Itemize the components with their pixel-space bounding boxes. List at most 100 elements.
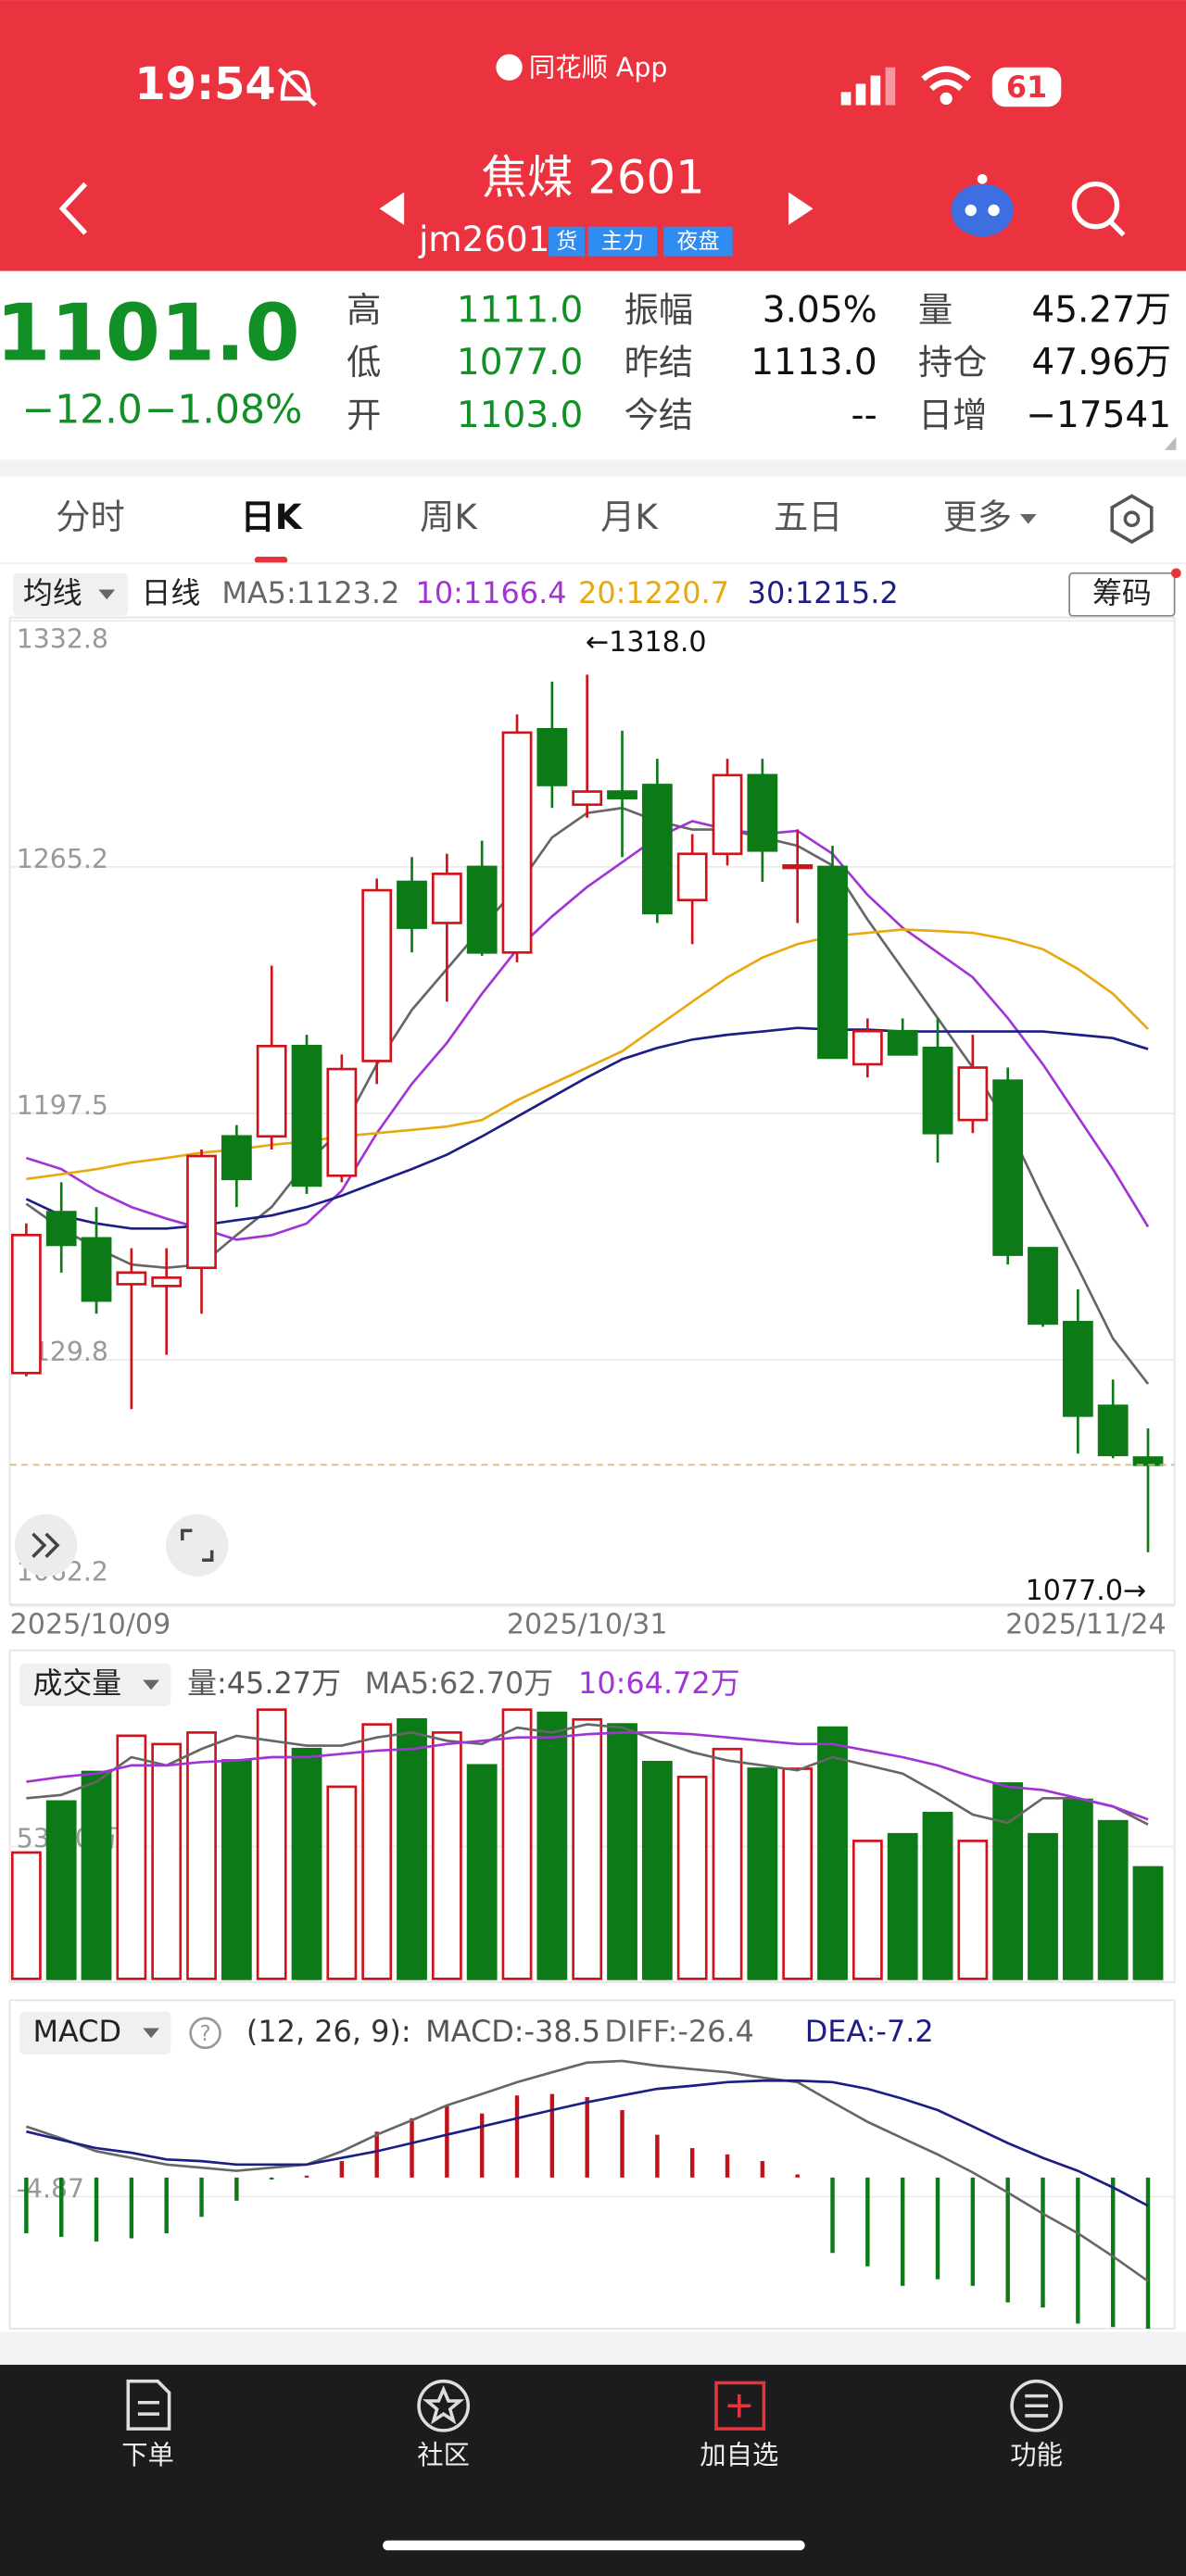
ma-menu[interactable]: 均线 xyxy=(23,575,82,610)
tag-bg xyxy=(663,226,733,257)
volume-bar xyxy=(151,1742,183,1980)
indicator-line xyxy=(26,1723,1149,1826)
period-tabs: 分时 日K 周K 月K 五日 更多 xyxy=(56,496,1037,564)
volume-bar xyxy=(256,1708,287,1980)
field-value: 45.27万 xyxy=(1031,289,1171,331)
volume-bar xyxy=(397,1717,427,1980)
chips-button[interactable]: 筹码 xyxy=(1092,575,1152,610)
volume-bar xyxy=(536,1711,568,1980)
candle-body xyxy=(397,880,427,929)
period-label: 日线 xyxy=(141,575,200,610)
dropdown-arrow xyxy=(143,1679,159,1690)
volume-menu-bg[interactable] xyxy=(19,1663,171,1707)
settings-button[interactable] xyxy=(1110,494,1154,545)
chips-button-bg[interactable] xyxy=(1068,572,1176,617)
candle-body xyxy=(501,731,533,954)
legend-entry: DEA:-7.2 xyxy=(805,2014,934,2049)
field-label: 振幅 xyxy=(625,289,693,330)
tab[interactable]: 分时 xyxy=(56,496,124,537)
next-contract[interactable] xyxy=(788,192,814,225)
indicator-line xyxy=(26,1731,1149,1821)
volume-bar xyxy=(431,1731,462,1980)
volume-current: 量:45.27万 xyxy=(187,1665,341,1701)
tab[interactable]: 周K xyxy=(420,496,478,537)
volume-bar xyxy=(922,1812,953,1980)
legend-entry: 10:64.72万 xyxy=(578,1665,740,1701)
tab[interactable]: 五日 xyxy=(774,496,842,537)
volume-bar xyxy=(1132,1866,1164,1980)
candle-body xyxy=(221,1135,252,1181)
nav-icon xyxy=(1010,2379,1064,2432)
macd-menu-bg[interactable] xyxy=(19,2011,171,2055)
indicator-line xyxy=(25,2059,1149,2282)
fullscreen-button[interactable] xyxy=(166,1514,229,1577)
ma-menu-bg[interactable] xyxy=(13,572,129,616)
candle-body xyxy=(817,865,848,1060)
volume-bar xyxy=(712,1747,743,1980)
candle-body xyxy=(81,1237,112,1302)
indicator-line xyxy=(26,928,1149,1181)
y-tick-label: 1197.5 xyxy=(17,1090,108,1121)
search-button[interactable] xyxy=(1071,181,1126,237)
macd-menu[interactable]: MACD xyxy=(32,2014,121,2049)
macd-params: (12, 26, 9): xyxy=(246,2014,411,2049)
home-indicator xyxy=(383,2540,805,2551)
divider xyxy=(0,2331,1186,2365)
macd-panel xyxy=(8,1999,1176,2330)
expand-button[interactable] xyxy=(14,1514,78,1577)
tab[interactable]: 更多 xyxy=(943,496,1012,537)
candle-body xyxy=(676,852,708,902)
help-button[interactable]: ? xyxy=(189,2017,221,2050)
x-tick-label: 2025/10/09 xyxy=(10,1609,171,1641)
nav-label[interactable]: 下单 xyxy=(121,2440,174,2470)
legend-entry: 20:1220.7 xyxy=(578,575,729,610)
volume-bar xyxy=(641,1760,673,1980)
field-label: 低 xyxy=(347,342,381,383)
legend-entry: MA5:62.70万 xyxy=(365,1665,554,1701)
y-tick-label: 1332.8 xyxy=(17,623,108,654)
tab[interactable]: 月K xyxy=(600,496,659,537)
volume-bar xyxy=(291,1747,322,1980)
contract-code: jm2601 xyxy=(418,219,549,259)
battery xyxy=(991,67,1062,107)
quote-fields: 高 1111.0 低 1077.0 开 1103.0 振幅 3.05% 昨结 1113.0 今结 --… xyxy=(347,289,1171,435)
tab[interactable]: 日K xyxy=(240,496,302,537)
volume-bar xyxy=(501,1708,533,1980)
candle-body xyxy=(852,1029,883,1066)
tag-bg xyxy=(587,226,658,257)
candle-body xyxy=(1097,1404,1129,1457)
volume-bar xyxy=(747,1767,778,1980)
candle-body xyxy=(712,773,743,856)
candle-body xyxy=(607,790,637,799)
nav-label[interactable]: 加自选 xyxy=(700,2440,778,2470)
volume-bar xyxy=(81,1770,112,1980)
mute-icon xyxy=(277,67,317,107)
nav-label[interactable]: 社区 xyxy=(417,2440,470,2470)
assistant-button[interactable] xyxy=(951,173,1014,237)
field-value: 3.05% xyxy=(763,289,877,331)
candle-body xyxy=(186,1154,217,1270)
candle-body xyxy=(1062,1320,1093,1417)
field-value: -- xyxy=(852,395,877,436)
y-tick-label: 1265.2 xyxy=(17,844,108,874)
prev-contract[interactable] xyxy=(379,192,405,225)
nav-label[interactable]: 功能 xyxy=(1010,2440,1063,2470)
back-button[interactable] xyxy=(58,182,88,235)
candle-body xyxy=(922,1046,953,1135)
candle-body xyxy=(151,1276,183,1288)
dropdown-arrow xyxy=(143,2028,159,2039)
charts: 1332.81265.21197.51129.81062.22025/10/09… xyxy=(9,620,1175,2329)
candle-body xyxy=(992,1079,1024,1256)
settings-dot xyxy=(1123,510,1141,528)
volume-bar xyxy=(326,1785,358,1980)
candle-body xyxy=(782,864,814,870)
volume-bar xyxy=(887,1832,918,1980)
volume-bar xyxy=(466,1764,498,1980)
candle-body xyxy=(747,773,778,852)
wifi-icon xyxy=(921,66,972,106)
volume-menu[interactable]: 成交量 xyxy=(32,1665,121,1701)
app-name: 同花顺 App xyxy=(529,53,668,83)
candle-body xyxy=(957,1066,989,1122)
